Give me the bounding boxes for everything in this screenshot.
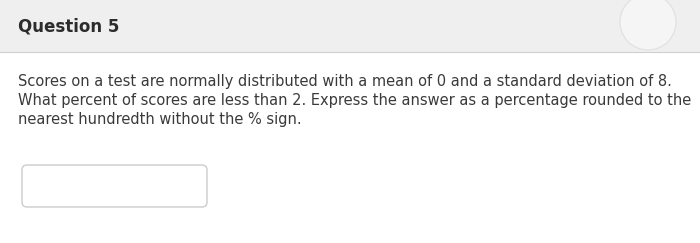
FancyBboxPatch shape — [22, 165, 207, 207]
Text: Scores on a test are normally distributed with a mean of 0 and a standard deviat: Scores on a test are normally distribute… — [18, 74, 672, 89]
Bar — [0, 0, 700, 52]
Text: Question 5: Question 5 — [18, 17, 120, 35]
Text: nearest hundredth without the % sign.: nearest hundredth without the % sign. — [18, 112, 302, 127]
Text: What percent of scores are less than 2. Express the answer as a percentage round: What percent of scores are less than 2. … — [18, 93, 692, 108]
Circle shape — [620, 0, 676, 50]
